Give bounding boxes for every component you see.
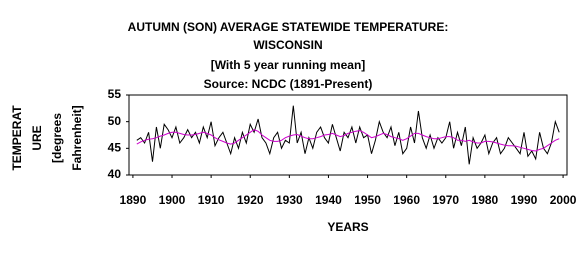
y-axis-title: [degrees xyxy=(50,113,64,163)
series-line xyxy=(136,105,560,165)
chart-title: WISCONSIN xyxy=(253,38,322,52)
x-tick-label: 1890 xyxy=(120,193,147,207)
series-line xyxy=(136,129,560,152)
x-axis-title: YEARS xyxy=(327,220,368,234)
y-tick-label: 55 xyxy=(108,87,122,101)
x-tick-label: 1900 xyxy=(159,193,186,207)
x-tick-label: 1920 xyxy=(237,193,264,207)
plot-frame xyxy=(128,94,568,176)
y-axis-title: Fahrenheit] xyxy=(70,105,84,170)
x-tick-label: 1910 xyxy=(198,193,225,207)
x-tick-label: 2000 xyxy=(550,193,577,207)
x-tick-label: 1950 xyxy=(354,193,381,207)
x-tick-label: 1990 xyxy=(511,193,538,207)
x-tick-label: 1970 xyxy=(432,193,459,207)
x-tick-label: 1940 xyxy=(315,193,342,207)
chart-subtitle: [With 5 year running mean] xyxy=(211,58,366,72)
y-tick-label: 50 xyxy=(108,114,122,128)
y-tick-label: 40 xyxy=(108,167,122,181)
y-tick-label: 45 xyxy=(108,141,122,155)
chart-subtitle: Source: NCDC (1891-Present) xyxy=(204,77,373,91)
x-tick-label: 1960 xyxy=(393,193,420,207)
x-tick-label: 1930 xyxy=(276,193,303,207)
y-axis-title: TEMPERAT xyxy=(10,105,24,171)
y-axis-title: URE xyxy=(30,125,44,150)
chart-title: AUTUMN (SON) AVERAGE STATEWIDE TEMPERATU… xyxy=(128,20,449,34)
x-tick-label: 1980 xyxy=(472,193,499,207)
